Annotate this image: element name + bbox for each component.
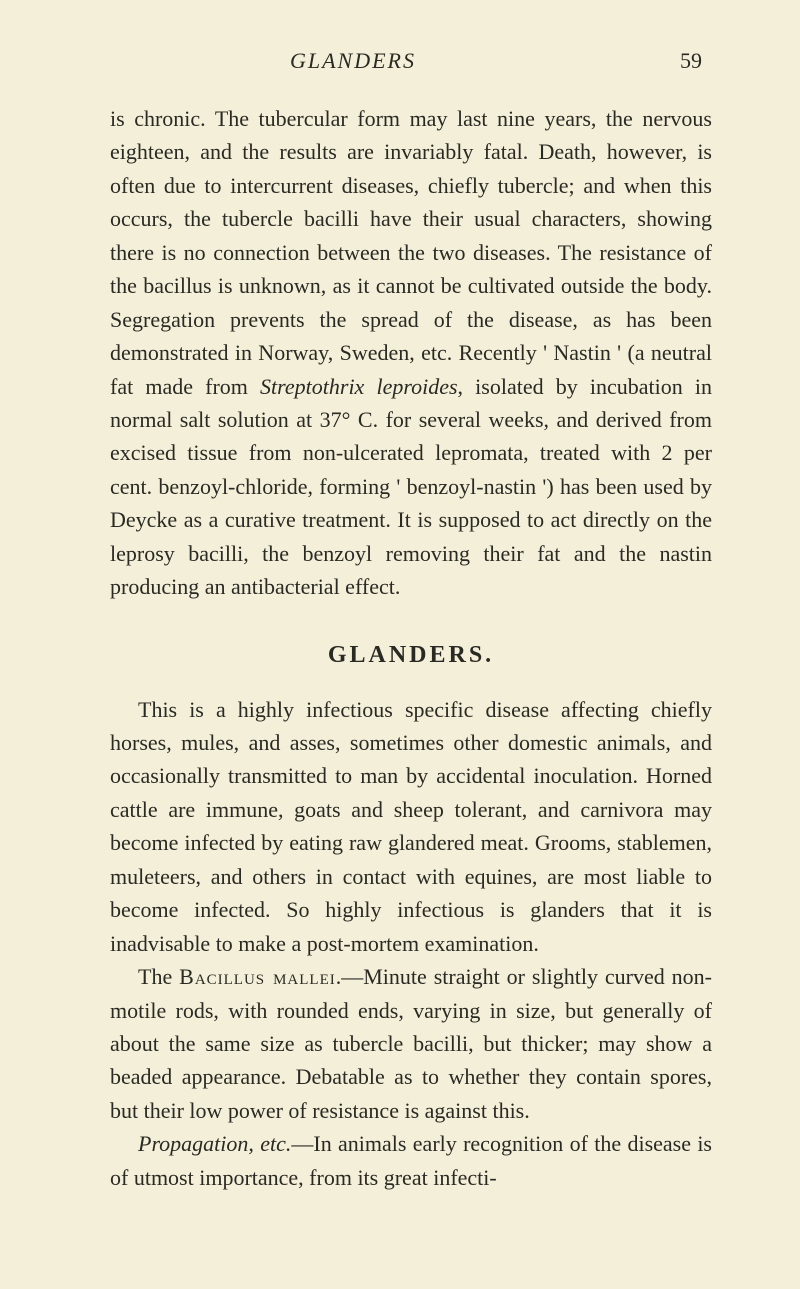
paragraph-1: is chronic. The tubercular form may last…	[110, 102, 712, 604]
page-container: GLANDERS 59 is chronic. The tubercular f…	[0, 0, 800, 1289]
para4-italic-a: Propagation, etc.	[138, 1131, 291, 1156]
section-title: GLANDERS.	[110, 642, 712, 669]
paragraph-2: This is a highly infectious specific dis…	[110, 693, 712, 961]
page-number: 59	[680, 48, 702, 74]
para2-text: This is a highly infectious specific dis…	[110, 697, 712, 956]
paragraph-4: Propagation, etc.—In animals early recog…	[110, 1127, 712, 1194]
para3-smallcaps-a: Bacillus mallei	[179, 964, 336, 989]
para3-label-a: The	[138, 964, 179, 989]
page-header: GLANDERS 59	[110, 48, 712, 74]
para1-text-b: , isolated by incubation in normal salt …	[110, 374, 712, 600]
para1-text-a: is chronic. The tubercular form may last…	[110, 106, 712, 399]
para1-italic-a: Streptothrix leproides	[260, 374, 458, 399]
running-title: GLANDERS	[290, 48, 416, 74]
paragraph-3: The Bacillus mallei.—Minute straight or …	[110, 960, 712, 1127]
